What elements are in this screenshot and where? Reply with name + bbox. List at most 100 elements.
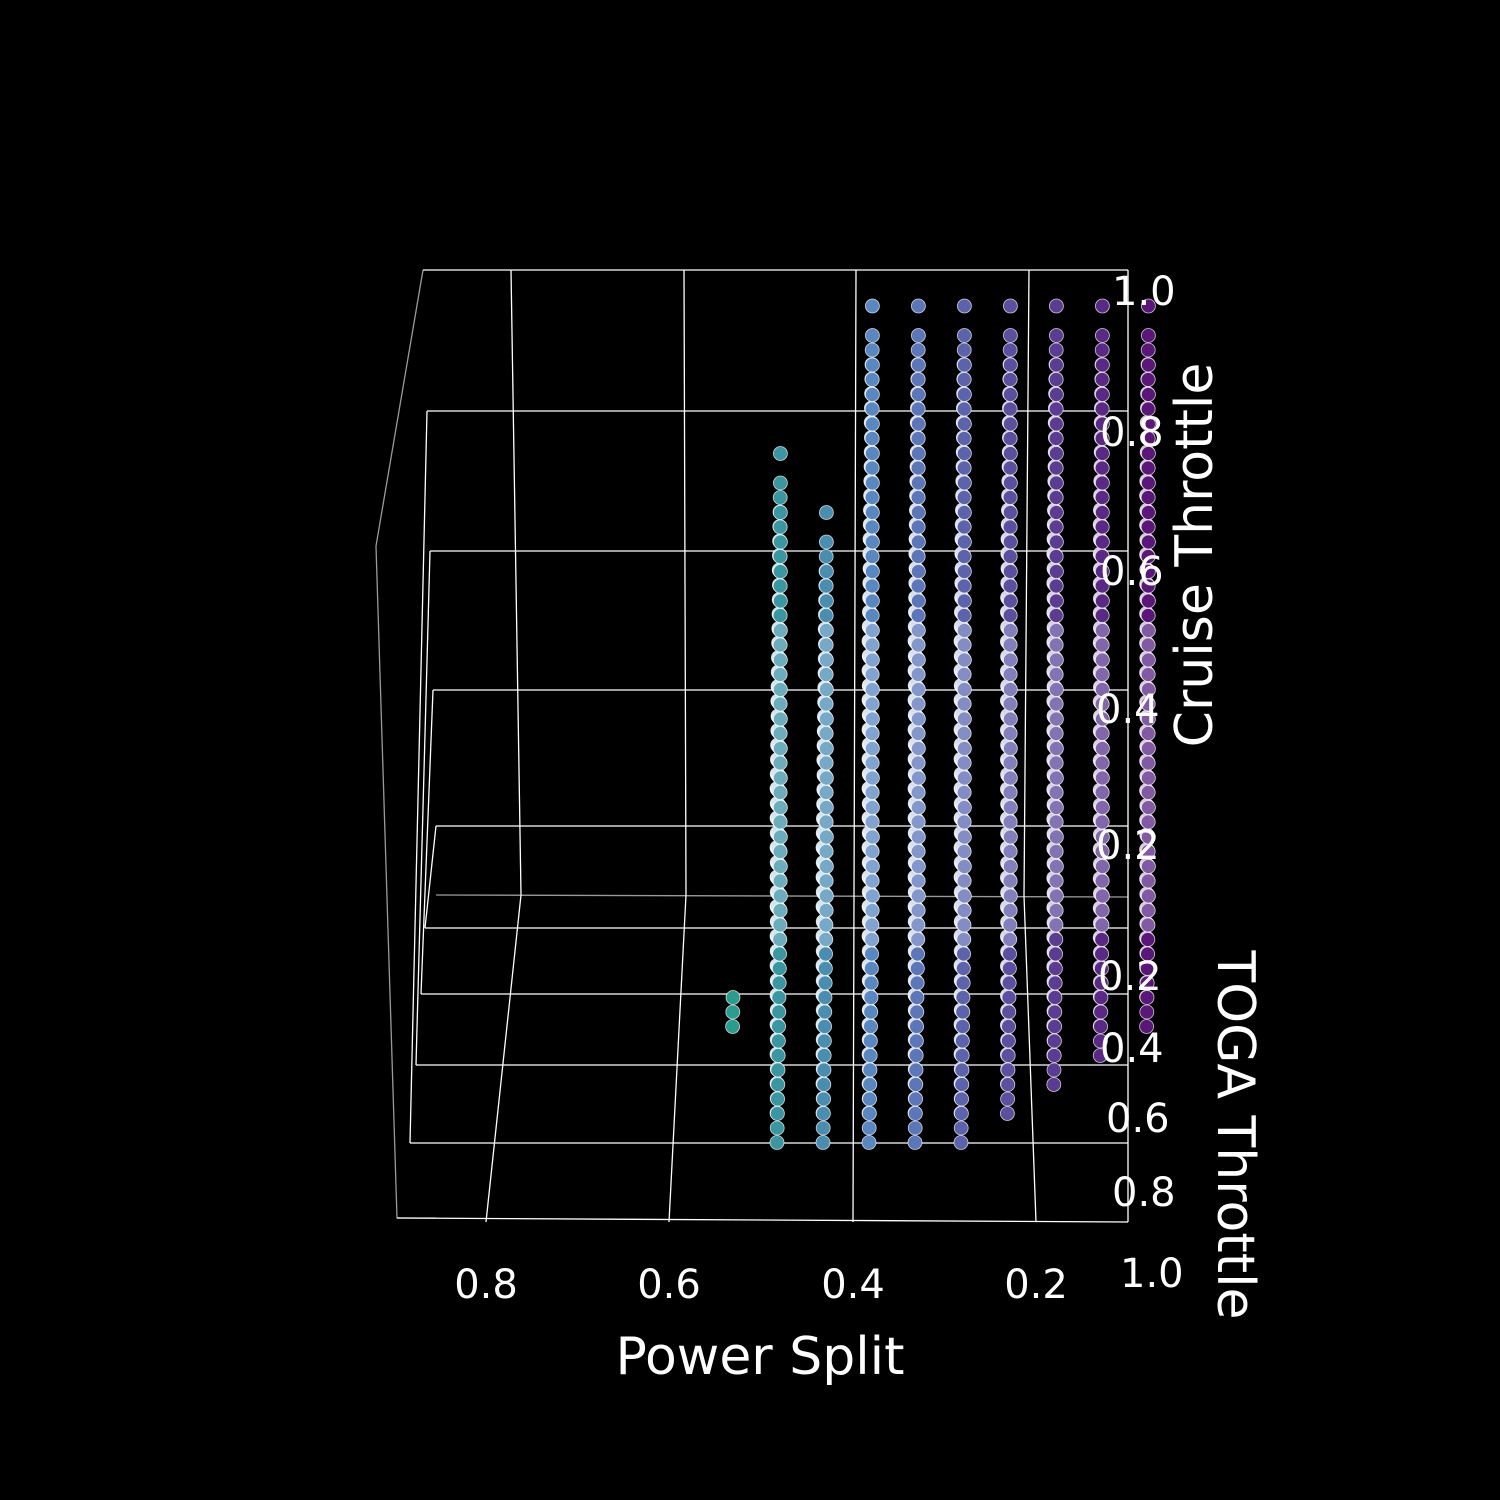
scatter-point: [817, 1019, 832, 1034]
gridlines: [396, 269, 1129, 1223]
scatter-point: [957, 829, 972, 845]
scatter-point: [910, 490, 926, 505]
scatter-point: [1141, 652, 1156, 668]
scatter-point: [911, 328, 926, 343]
scatter-point: [911, 357, 926, 373]
scatter-point: [865, 711, 880, 727]
scatter-point: [1140, 961, 1155, 976]
scatter-point: [1095, 298, 1110, 314]
scatter-point: [818, 696, 834, 712]
scatter-point: [910, 549, 926, 564]
scatter-point: [1003, 446, 1018, 461]
scatter-point: [1140, 637, 1156, 653]
scatter-point: [957, 623, 972, 638]
grid-line: [852, 269, 857, 1223]
scatter-point: [773, 800, 788, 815]
scatter-point: [1049, 888, 1064, 904]
scatter-point: [1140, 917, 1156, 933]
scatter-point: [1140, 844, 1156, 859]
scatter-point: [773, 564, 788, 579]
scatter-point: [1049, 564, 1064, 579]
z-tick-label: 0.4: [1096, 687, 1160, 733]
scatter-point: [1141, 387, 1156, 402]
scatter-point: [772, 814, 788, 830]
scatter-point: [1141, 416, 1156, 432]
scatter-point: [862, 1077, 878, 1092]
scatter-point: [864, 873, 880, 889]
scatter-point: [865, 475, 880, 491]
scatter-point: [1140, 342, 1156, 358]
scatter-point: [1002, 549, 1018, 564]
scatter-point: [1140, 903, 1156, 918]
scatter-point: [1094, 401, 1110, 417]
scatter-point: [1141, 505, 1156, 520]
scatter-point: [865, 446, 880, 461]
scatter-point: [1002, 608, 1018, 623]
scatter-point: [818, 903, 834, 918]
scatter-point: [910, 460, 926, 476]
scatter-point: [1047, 990, 1063, 1005]
scatter-point: [862, 1091, 877, 1107]
scatter-point: [1094, 932, 1110, 947]
scatter-point: [1049, 357, 1064, 373]
scatter-point: [957, 800, 972, 815]
scatter-point: [1141, 741, 1156, 756]
scatter-point: [1002, 946, 1017, 962]
scatter-point: [816, 1062, 832, 1078]
scatter-point: [911, 800, 926, 815]
scatter-point: [1049, 770, 1064, 786]
scatter-point: [865, 416, 880, 432]
scatter-point: [956, 519, 972, 535]
scatter-point: [864, 961, 879, 976]
scatter-point: [861, 1135, 877, 1150]
y-tick-label: 0.6: [1106, 1096, 1170, 1142]
scatter-point: [864, 814, 880, 830]
scatter-point: [1095, 505, 1110, 520]
y-tick-label: 0.4: [1100, 1026, 1164, 1072]
scatter-point: [954, 1077, 970, 1092]
scatter-point: [772, 932, 788, 947]
scatter-point: [865, 888, 880, 904]
scatter-point: [818, 873, 834, 889]
scatter-point: [1046, 1077, 1062, 1092]
scatter-point: [772, 696, 788, 712]
scatter-point: [863, 975, 879, 991]
scatter-point: [1140, 946, 1155, 962]
scatter-point: [909, 1004, 925, 1020]
scatter-point: [957, 298, 972, 314]
scatter-point: [1048, 873, 1064, 889]
scatter-point: [773, 593, 788, 609]
scatter-point: [910, 755, 926, 771]
scatter-point: [909, 975, 925, 991]
scatter-point: [772, 667, 788, 682]
scatter-point: [1141, 357, 1156, 373]
scatter-point: [1048, 903, 1064, 918]
scatter-point: [769, 1120, 785, 1136]
data-points: [725, 298, 1156, 1150]
scatter-point: [865, 534, 880, 550]
x-tick-label: 0.4: [821, 1262, 885, 1308]
scatter-point: [956, 946, 971, 962]
scatter-point: [911, 475, 926, 491]
scatter-point: [1048, 549, 1064, 564]
scatter-point: [865, 357, 880, 373]
scatter-point: [1141, 711, 1156, 727]
scatter-point: [1093, 990, 1109, 1005]
scatter-point: [818, 549, 834, 564]
scatter-point: [1139, 975, 1155, 991]
scatter-point: [1140, 490, 1156, 505]
scatter-point: [772, 490, 788, 505]
scatter-point: [956, 961, 971, 976]
scatter-point: [957, 711, 972, 727]
scatter-point: [907, 1120, 923, 1136]
scatter-point: [818, 961, 833, 976]
scatter-point: [1048, 460, 1064, 476]
scatter-point: [1095, 534, 1110, 550]
scatter-point: [1141, 888, 1156, 904]
scatter-point: [1049, 328, 1064, 343]
scatter-point: [817, 975, 833, 991]
scatter-point: [772, 785, 788, 800]
scatter-point: [957, 741, 972, 756]
scatter-point: [910, 667, 926, 682]
scatter-point: [1002, 519, 1018, 535]
